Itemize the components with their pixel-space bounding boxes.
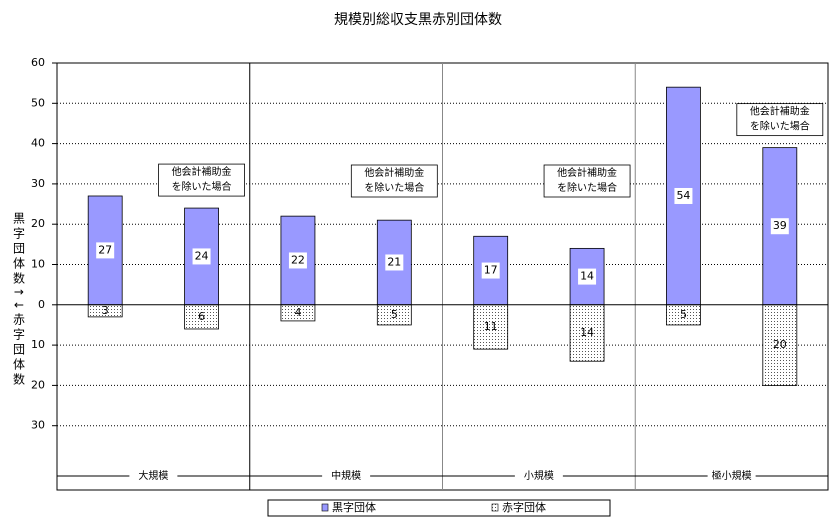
value-label: 5 [391,308,398,321]
annotation-text: 他会計補助金 [750,105,810,118]
value-label: 14 [580,270,594,283]
value-label-bg [385,254,404,271]
deficit-bar [762,304,798,386]
y-tick-label: 60 [31,56,45,69]
value-label: 11 [484,320,498,333]
y-tick-label: 30 [31,177,45,190]
value-label: 17 [484,264,498,277]
value-label-bg [770,218,789,235]
value-label: 5 [680,308,687,321]
value-label-bg [674,187,693,204]
legend-label: 赤字団体 [502,500,546,514]
value-label-bg [288,252,307,269]
value-label-bg [96,242,115,259]
chart-title: 規模別総収支黒赤別団体数 [334,12,502,28]
value-label: 39 [773,219,787,232]
legend-swatch [321,503,329,512]
value-label: 3 [102,304,109,317]
value-label: 6 [198,310,205,323]
annotation-text: 他会計補助金 [557,166,617,179]
annotation-box [736,103,824,137]
value-label-bg [481,262,500,279]
y-tick-label: 50 [31,96,45,109]
annotation-text: 他会計補助金 [364,166,424,179]
group-label: 中規模 [331,469,361,482]
y-tick-label: 10 [31,338,45,351]
legend-label: 黒字団体 [332,500,376,514]
y-tick-label: 40 [31,137,45,150]
annotation-text: を除いた場合 [557,181,617,194]
value-label: 21 [387,255,401,268]
value-label-bg [578,268,597,285]
y-tick-label: 10 [31,258,45,271]
group-label: 極小規模 [712,469,752,482]
value-label: 4 [294,306,301,319]
legend-swatch [491,503,499,512]
group-label: 大規模 [138,469,168,482]
annotation-text: 他会計補助金 [172,165,232,178]
value-label: 14 [580,326,594,339]
value-label: 20 [773,338,787,351]
annotation-box [350,164,438,198]
group-label-bg [129,469,178,483]
surplus-bar [280,215,316,306]
y-tick-label: 20 [31,378,45,391]
annotation-text: を除いた場合 [750,120,810,133]
y-axis-label: 黒字団体数↑↓赤字団体数 [12,212,26,389]
value-label: 24 [195,249,209,262]
value-label: 27 [98,243,112,256]
annotation-text: を除いた場合 [364,181,424,194]
deficit-bar [473,304,509,350]
deficit-bar [184,304,219,330]
annotation-box [543,164,631,198]
group-label-bg [514,469,563,483]
y-tick-label: 0 [38,298,45,311]
group-label-bg [707,469,756,483]
y-tick-label: 20 [31,217,45,230]
y-tick-label: 30 [31,419,45,432]
value-label: 22 [291,253,305,266]
legend-box [267,499,611,517]
value-label-bg [192,248,211,265]
group-label: 小規模 [524,470,554,482]
deficit-bar [569,304,605,362]
annotation-text: を除いた場合 [172,180,232,193]
group-label-bg [322,469,371,483]
value-label: 54 [676,189,690,202]
annotation-box [158,163,245,197]
